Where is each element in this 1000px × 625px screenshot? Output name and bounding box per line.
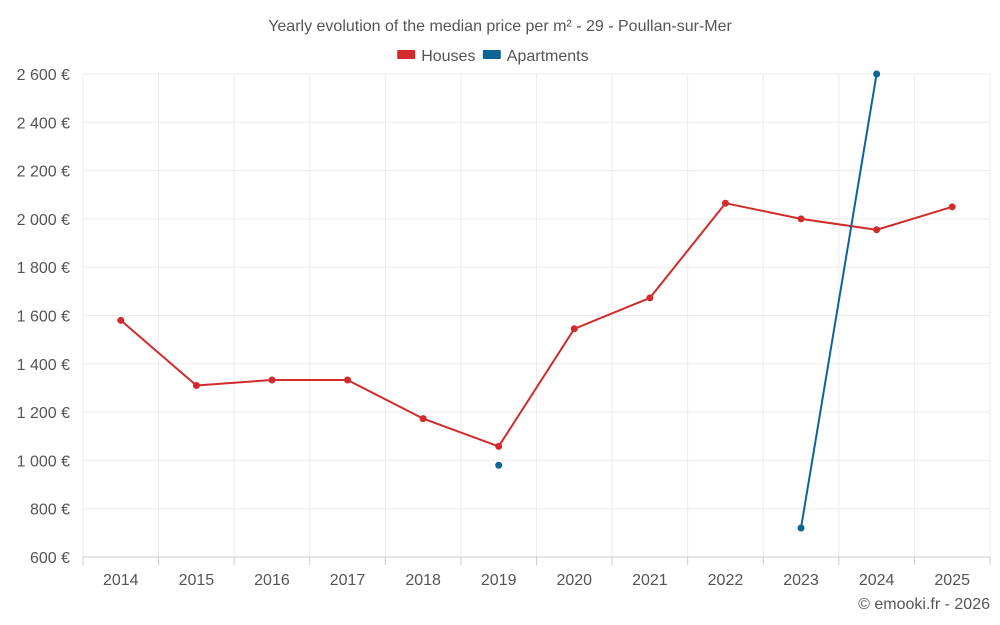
x-tick-label: 2015 (179, 572, 215, 589)
legend-item-houses[interactable]: Houses (397, 48, 475, 65)
x-tick-label: 2024 (859, 572, 895, 589)
data-point-houses[interactable] (570, 325, 578, 333)
x-tick-label: 2021 (632, 572, 668, 589)
y-tick-label: 2 000 € (17, 212, 70, 229)
data-point-apartments[interactable] (495, 461, 503, 469)
y-tick-label: 1 400 € (17, 357, 70, 374)
series-houses (117, 199, 956, 450)
x-tick-label: 2019 (481, 572, 517, 589)
y-tick-label: 1 600 € (17, 309, 70, 326)
x-tick-label: 2014 (103, 572, 139, 589)
data-point-houses[interactable] (419, 415, 427, 423)
series-group (117, 70, 956, 532)
y-tick-label: 1 000 € (17, 453, 70, 470)
data-point-houses[interactable] (495, 442, 503, 450)
y-tick-label: 2 600 € (17, 67, 70, 84)
data-point-houses[interactable] (117, 316, 125, 324)
grid-lines (82, 73, 991, 558)
x-tick-label: 2023 (783, 572, 819, 589)
legend-label: Houses (421, 48, 475, 65)
data-point-houses[interactable] (873, 226, 881, 234)
x-tick-label: 2017 (330, 572, 366, 589)
y-tick-label: 1 200 € (17, 405, 70, 422)
data-point-houses[interactable] (192, 382, 200, 390)
data-point-houses[interactable] (721, 199, 729, 207)
x-tick-label: 2022 (708, 572, 744, 589)
x-tick-label: 2025 (934, 572, 970, 589)
data-point-houses[interactable] (948, 203, 956, 211)
y-tick-label: 600 € (30, 550, 70, 567)
chart-title: Yearly evolution of the median price per… (268, 18, 732, 35)
data-point-houses[interactable] (797, 215, 805, 223)
x-tick-label: 2018 (405, 572, 441, 589)
data-point-houses[interactable] (344, 376, 352, 384)
data-point-apartments[interactable] (873, 70, 881, 78)
data-point-houses[interactable] (646, 294, 654, 302)
y-tick-label: 2 200 € (17, 164, 70, 181)
legend-swatch (397, 50, 416, 59)
credit-text: © emooki.fr - 2026 (858, 596, 990, 613)
legend-item-apartments[interactable]: Apartments (482, 48, 589, 65)
x-tick-label: 2020 (556, 572, 592, 589)
y-tick-label: 1 800 € (17, 260, 70, 277)
y-tick-label: 2 400 € (17, 115, 70, 132)
x-tick-label: 2016 (254, 572, 290, 589)
series-apartments (495, 70, 881, 532)
legend-label: Apartments (507, 48, 589, 65)
data-point-houses[interactable] (268, 376, 276, 384)
series-line-apartments (800, 73, 878, 529)
y-tick-label: 800 € (30, 502, 70, 519)
series-line-houses (120, 202, 953, 448)
x-axis: 2014 2015 2016 2017 2018 2019 2020 2021 2022 2023… (82, 556, 991, 589)
legend-swatch (482, 50, 501, 59)
chart-legend: Houses Apartments (397, 48, 589, 65)
data-point-apartments[interactable] (797, 524, 805, 532)
y-axis: 600 € 800 € 1 000 € 1 200 € 1 400 € 1 600 € 1 … (17, 67, 70, 567)
